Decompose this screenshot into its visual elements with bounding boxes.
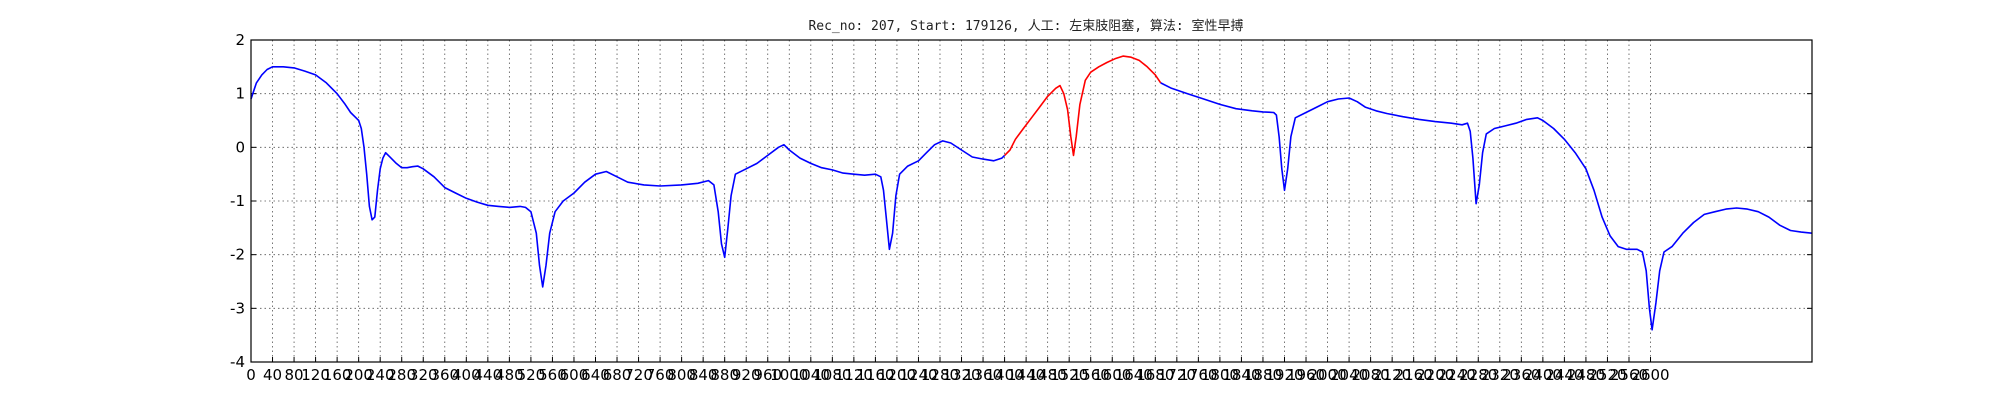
x-tick-label: 1160 — [856, 366, 894, 384]
x-tick-label: 1440 — [1007, 366, 1045, 384]
chart-title: Rec_no: 207, Start: 179126, 人工: 左束肢阻塞, 算… — [808, 18, 1243, 34]
x-tick-label: 360 — [430, 366, 459, 384]
x-tick-label: 1520 — [1050, 366, 1088, 384]
x-tick-label: 2520 — [1588, 366, 1626, 384]
x-tick-label: 1720 — [1158, 366, 1196, 384]
x-tick-label: 2240 — [1438, 366, 1476, 384]
x-tick-label: 2480 — [1567, 366, 1605, 384]
x-tick-label: 1400 — [985, 366, 1023, 384]
x-tick-label: 2360 — [1502, 366, 1540, 384]
x-tick-label: 1040 — [792, 366, 830, 384]
x-tick-label: 600 — [560, 366, 589, 384]
x-tick-label: 1360 — [964, 366, 1002, 384]
x-tick-label: 720 — [624, 366, 653, 384]
x-tick-label: 1000 — [770, 366, 808, 384]
x-tick-label: 1680 — [1136, 366, 1174, 384]
x-tick-label: 320 — [409, 366, 438, 384]
x-tick-label: 200 — [344, 366, 373, 384]
x-tick-label: 0 — [246, 366, 256, 384]
x-tick-label: 240 — [366, 366, 395, 384]
x-tick-label: 880 — [710, 366, 739, 384]
y-tick-label: -2 — [230, 246, 245, 264]
x-tick-label: 440 — [474, 366, 503, 384]
x-tick-label: 480 — [495, 366, 524, 384]
x-tick-label: 2560 — [1610, 366, 1648, 384]
tick-layer: 0 40 8012016020024028032036040044048052056… — [230, 31, 1812, 384]
x-tick-label: 1840 — [1222, 366, 1260, 384]
plot-frame — [250, 39, 1813, 363]
grid-layer — [250, 39, 1812, 363]
x-tick-label: 1800 — [1201, 366, 1239, 384]
x-tick-label: 680 — [603, 366, 632, 384]
x-tick-label: 1200 — [878, 366, 916, 384]
x-tick-label: 2400 — [1524, 366, 1562, 384]
x-tick-label: 1600 — [1093, 366, 1131, 384]
x-tick-label: 1920 — [1265, 366, 1303, 384]
x-tick-label: 640 — [581, 366, 610, 384]
x-tick-label: 800 — [667, 366, 696, 384]
x-tick-label: 1640 — [1115, 366, 1153, 384]
x-tick-label: 2200 — [1416, 366, 1454, 384]
x-tick-label: 160 — [323, 366, 352, 384]
x-tick-label: 2320 — [1481, 366, 1519, 384]
y-tick-label: 1 — [235, 85, 245, 103]
series-layer — [250, 55, 1813, 331]
x-tick-label: 1560 — [1072, 366, 1110, 384]
x-tick-label: 760 — [646, 366, 675, 384]
y-tick-label: -4 — [230, 353, 245, 371]
x-tick-label: 1080 — [813, 366, 851, 384]
x-tick-label: 920 — [732, 366, 761, 384]
ecg-series-line-1 — [1004, 55, 1162, 157]
y-tick-label: 0 — [235, 138, 245, 156]
x-tick-label: 960 — [753, 366, 782, 384]
x-tick-label: 80 — [285, 366, 304, 384]
x-tick-label: 120 — [301, 366, 330, 384]
x-tick-label: 1880 — [1244, 366, 1282, 384]
x-tick-label: 1960 — [1287, 366, 1325, 384]
x-tick-label: 2080 — [1352, 366, 1390, 384]
x-tick-label: 2000 — [1308, 366, 1346, 384]
ecg-series-line-0 — [250, 66, 1006, 288]
x-tick-label: 1760 — [1179, 366, 1217, 384]
x-tick-label: 840 — [689, 366, 718, 384]
x-tick-label: 1240 — [899, 366, 937, 384]
x-tick-label: 2440 — [1545, 366, 1583, 384]
x-tick-label: 2600 — [1631, 366, 1669, 384]
x-tick-label: 2120 — [1373, 366, 1411, 384]
x-tick-label: 520 — [517, 366, 546, 384]
y-tick-label: 2 — [235, 31, 245, 49]
x-tick-label: 1280 — [921, 366, 959, 384]
x-tick-label: 280 — [387, 366, 416, 384]
x-tick-label: 1120 — [835, 366, 873, 384]
x-tick-label: 2040 — [1330, 366, 1368, 384]
x-tick-label: 1320 — [942, 366, 980, 384]
x-tick-label: 40 — [263, 366, 282, 384]
x-tick-label: 400 — [452, 366, 481, 384]
ecg-series-line-2 — [1160, 82, 1813, 331]
y-tick-label: -3 — [230, 299, 245, 317]
y-tick-label: -1 — [230, 192, 245, 210]
x-tick-label: 2280 — [1459, 366, 1497, 384]
x-tick-label: 2160 — [1395, 366, 1433, 384]
x-tick-label: 1480 — [1029, 366, 1067, 384]
x-tick-label: 560 — [538, 366, 567, 384]
